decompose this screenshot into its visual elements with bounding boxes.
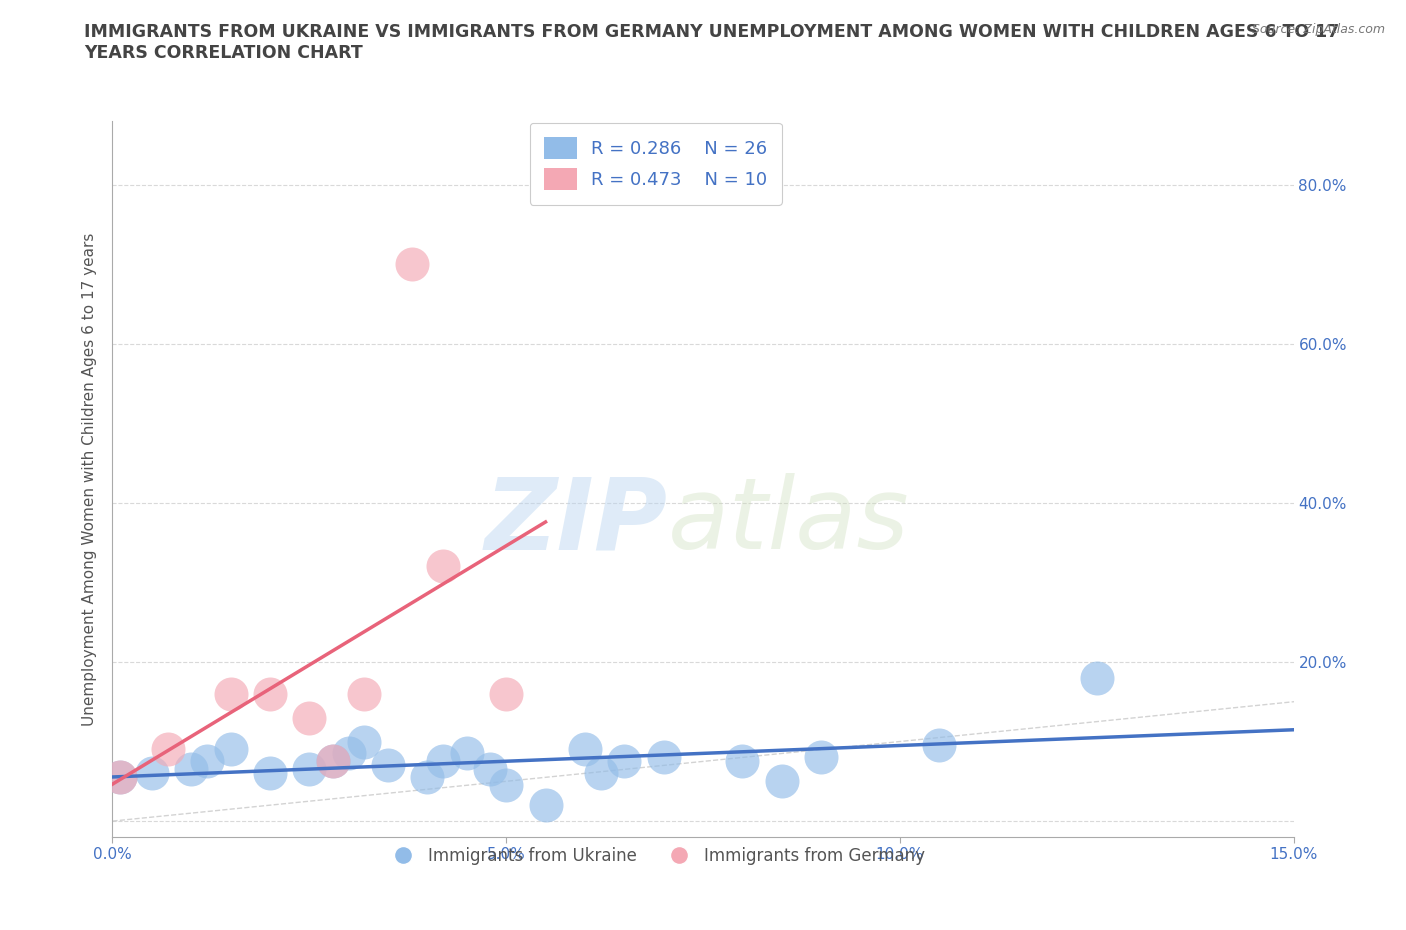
- Point: [180, 762, 202, 777]
- Point: [770, 774, 793, 789]
- Point: [432, 559, 454, 574]
- Point: [141, 766, 163, 781]
- Point: [259, 686, 281, 701]
- Point: [322, 754, 344, 769]
- Point: [401, 257, 423, 272]
- Y-axis label: Unemployment Among Women with Children Ages 6 to 17 years: Unemployment Among Women with Children A…: [82, 232, 97, 725]
- Point: [589, 766, 612, 781]
- Point: [156, 742, 179, 757]
- Point: [928, 738, 950, 753]
- Point: [259, 766, 281, 781]
- Point: [337, 746, 360, 761]
- Point: [495, 686, 517, 701]
- Point: [322, 754, 344, 769]
- Point: [652, 750, 675, 764]
- Point: [298, 711, 321, 725]
- Point: [534, 798, 557, 813]
- Point: [195, 754, 218, 769]
- Point: [353, 686, 375, 701]
- Text: IMMIGRANTS FROM UKRAINE VS IMMIGRANTS FROM GERMANY UNEMPLOYMENT AMONG WOMEN WITH: IMMIGRANTS FROM UKRAINE VS IMMIGRANTS FR…: [84, 23, 1340, 62]
- Point: [219, 686, 242, 701]
- Text: ZIP: ZIP: [485, 473, 668, 570]
- Text: Source: ZipAtlas.com: Source: ZipAtlas.com: [1251, 23, 1385, 36]
- Point: [495, 777, 517, 792]
- Point: [377, 758, 399, 773]
- Point: [298, 762, 321, 777]
- Point: [613, 754, 636, 769]
- Point: [456, 746, 478, 761]
- Point: [731, 754, 754, 769]
- Point: [110, 770, 132, 785]
- Text: atlas: atlas: [668, 473, 910, 570]
- Legend: Immigrants from Ukraine, Immigrants from Germany: Immigrants from Ukraine, Immigrants from…: [380, 841, 932, 871]
- Point: [574, 742, 596, 757]
- Point: [1085, 671, 1108, 685]
- Point: [432, 754, 454, 769]
- Point: [353, 734, 375, 749]
- Point: [110, 770, 132, 785]
- Point: [416, 770, 439, 785]
- Point: [479, 762, 502, 777]
- Point: [219, 742, 242, 757]
- Point: [810, 750, 832, 764]
